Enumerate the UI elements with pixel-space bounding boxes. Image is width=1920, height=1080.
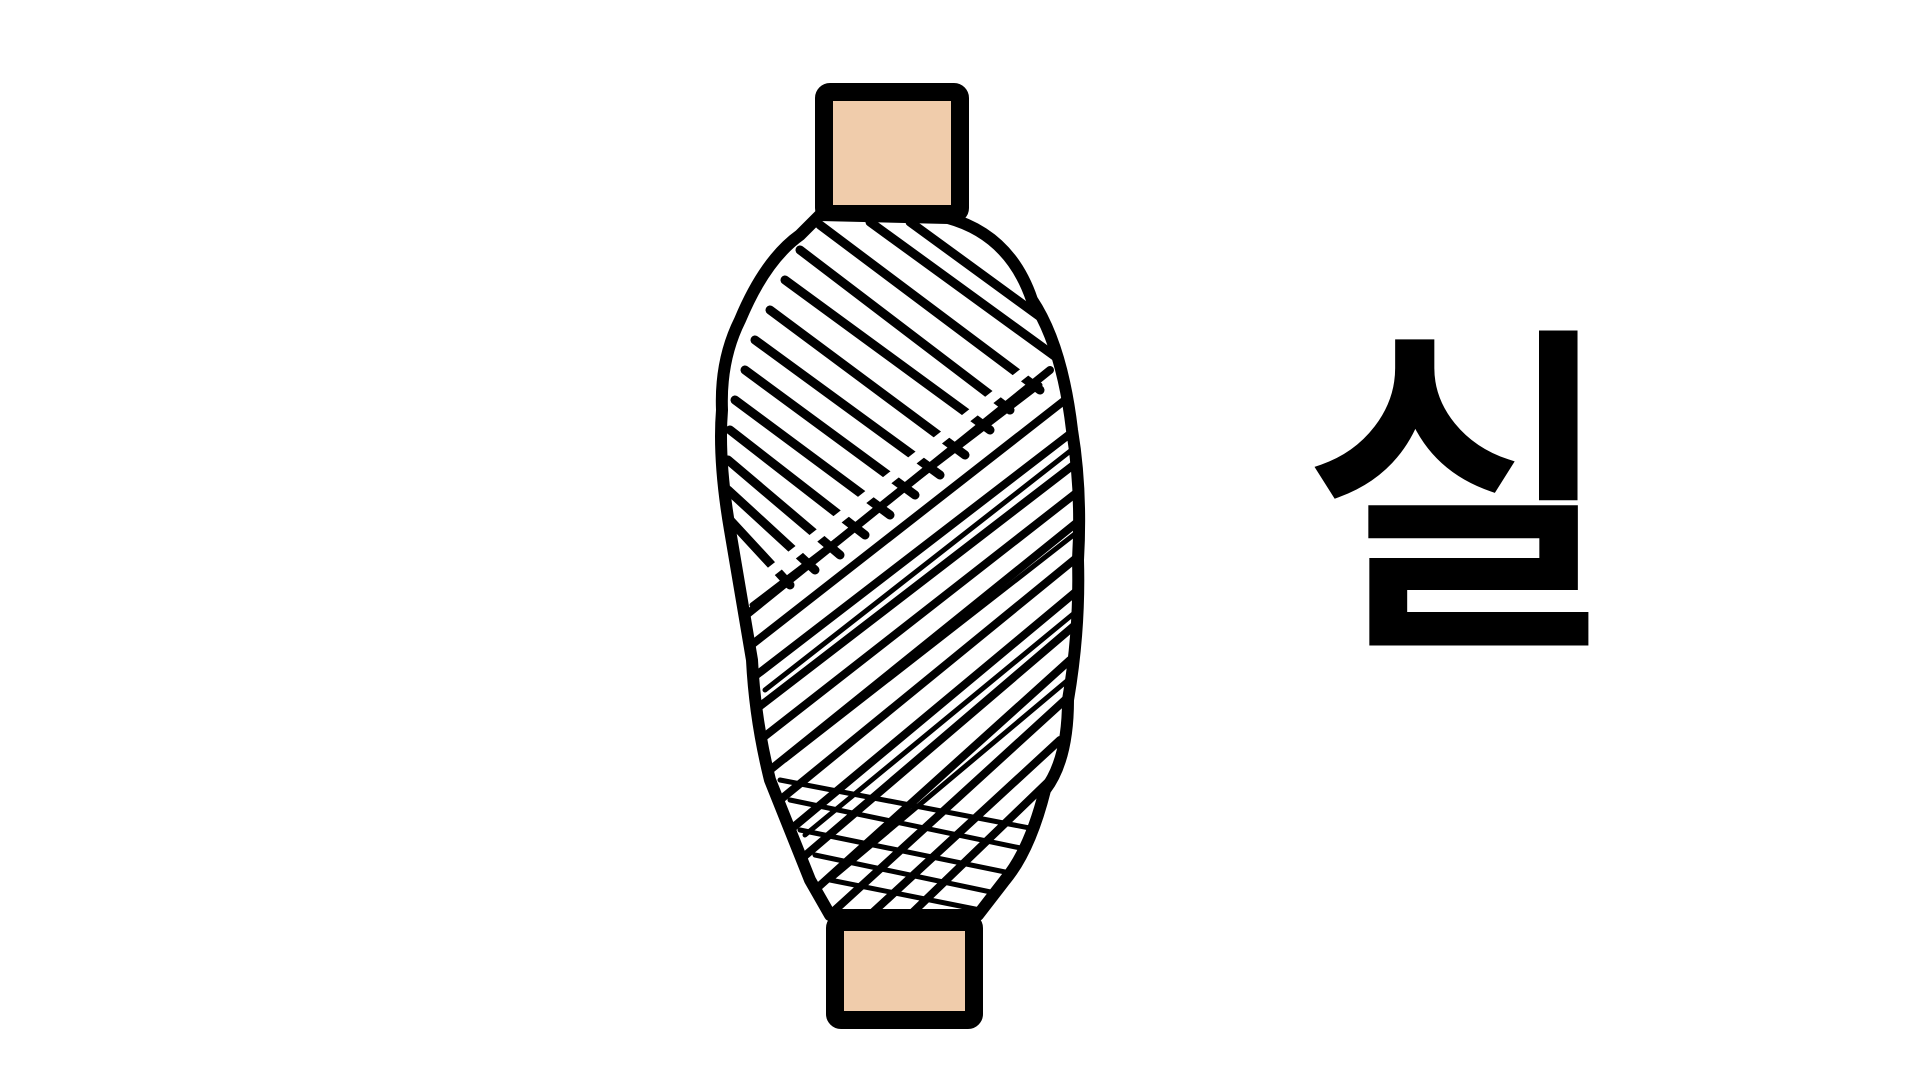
thread-hatching <box>723 217 1080 915</box>
word-label: 실 <box>1303 302 1617 698</box>
spool-top-cap <box>815 83 969 223</box>
thread-outline <box>715 209 1086 921</box>
spool-bottom-cap <box>826 913 983 1029</box>
